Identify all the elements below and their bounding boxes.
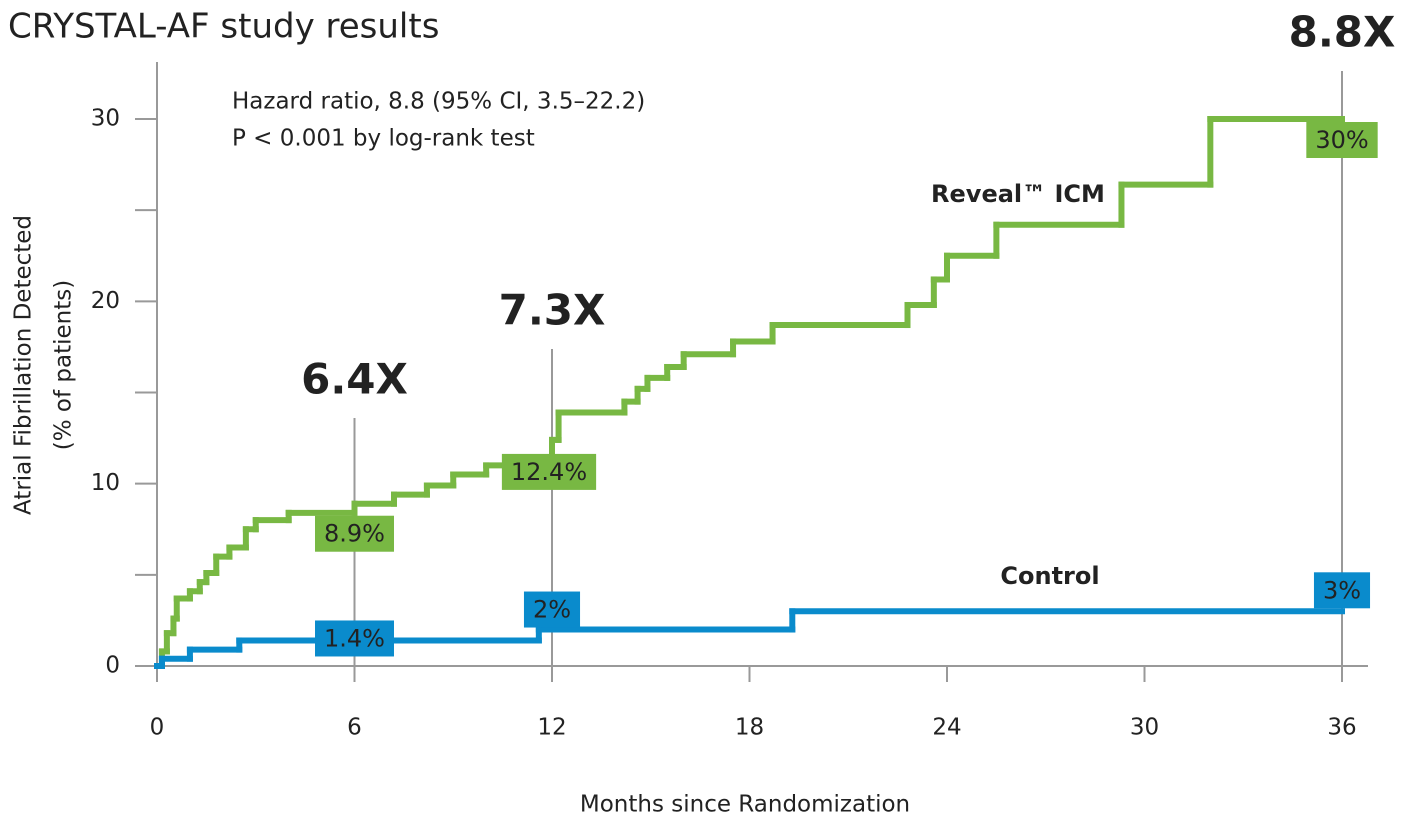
y-tick-label: 20 <box>91 288 120 314</box>
callout-label: 2% <box>533 596 571 624</box>
callout-label: 1.4% <box>324 624 385 652</box>
callout-box <box>315 620 394 657</box>
y-tick-label: 0 <box>105 653 120 679</box>
callout-label: 3% <box>1323 576 1361 604</box>
x-tick-label: 36 <box>1327 715 1356 741</box>
callout-label: 30% <box>1315 126 1368 154</box>
series-label: Control <box>1000 562 1099 590</box>
callout-box <box>523 591 581 628</box>
y-axis-label: Atrial Fibrillation Detected <box>11 215 37 515</box>
x-tick-label: 12 <box>537 715 566 741</box>
callout-box <box>315 515 394 552</box>
callout-label: 8.9% <box>324 520 385 548</box>
callout-label: 12.4% <box>511 458 587 486</box>
callout-box <box>1313 572 1371 609</box>
series-label: Reveal™ ICM <box>931 180 1105 208</box>
x-tick-label: 30 <box>1130 715 1159 741</box>
y-tick-label: 30 <box>91 106 120 132</box>
callout-box <box>501 453 597 490</box>
x-tick-label: 6 <box>347 715 362 741</box>
annotation: P < 0.001 by log-rank test <box>232 126 535 152</box>
callout-box <box>1306 122 1378 158</box>
annotation: Hazard ratio, 8.8 (95% CI, 3.5–22.2) <box>232 89 645 115</box>
x-tick-label: 24 <box>932 715 961 741</box>
ratio-label: 7.3X <box>499 286 606 335</box>
y-axis-label: (% of patients) <box>51 280 77 450</box>
ratio-label: 8.8X <box>1289 8 1396 57</box>
y-tick-label: 10 <box>91 470 120 496</box>
ratio-label: 6.4X <box>301 355 408 404</box>
chart-title: CRYSTAL-AF study results <box>8 7 439 47</box>
x-axis-label: Months since Randomization <box>580 792 910 818</box>
x-tick-label: 18 <box>735 715 764 741</box>
x-tick-label: 0 <box>150 715 165 741</box>
